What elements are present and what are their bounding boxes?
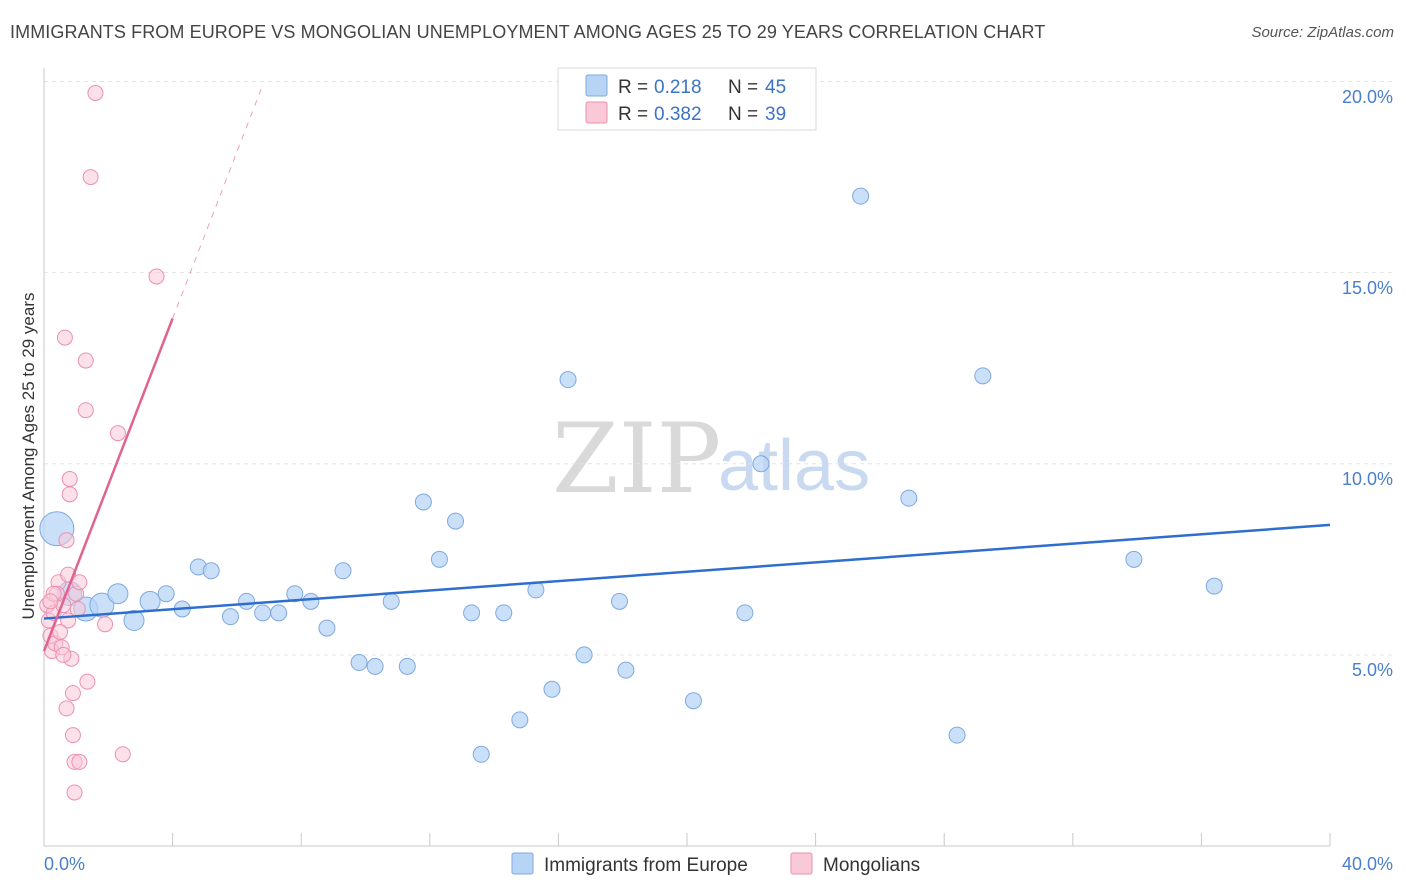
europe-point	[559, 371, 577, 389]
europe-point	[463, 604, 481, 622]
chart-title: IMMIGRANTS FROM EUROPE VS MONGOLIAN UNEM…	[10, 22, 1046, 42]
europe-point	[736, 604, 754, 622]
legend-europe-r: 0.218	[654, 77, 702, 98]
europe-point	[123, 609, 145, 631]
europe-point	[684, 692, 702, 710]
mongolians-point	[64, 685, 81, 702]
europe-point	[270, 604, 288, 622]
legend-n-label: N =	[728, 77, 758, 98]
legend-r-label: R =	[618, 77, 648, 98]
europe-point	[617, 661, 635, 679]
europe-point	[752, 455, 770, 473]
mongolians-point	[87, 84, 104, 101]
europe-point	[221, 608, 239, 626]
legend-mongolians-r: 0.382	[654, 104, 702, 125]
europe-point	[238, 592, 256, 610]
mongolians-trendline-extension	[172, 85, 264, 319]
mongolians-point	[42, 593, 59, 610]
bottom-legend: Immigrants from Europe Mongolians	[511, 852, 920, 876]
europe-trendline	[43, 523, 1331, 620]
mongolians-point	[77, 402, 94, 419]
mongolians-point	[79, 673, 96, 690]
mongolians-point	[77, 352, 94, 369]
trendlines	[42, 85, 1331, 652]
mongolians-point	[55, 646, 72, 663]
mongolians-point	[58, 532, 75, 549]
legend-swatch-mongolians	[585, 101, 608, 124]
europe-point	[107, 583, 129, 605]
bottom-legend-swatch-europe	[511, 852, 534, 875]
bottom-legend-europe: Immigrants from Europe	[544, 855, 748, 876]
mongolians-point	[109, 425, 126, 442]
legend-n-label: N =	[728, 104, 758, 125]
europe-point	[302, 592, 320, 610]
mongolians-point	[61, 471, 78, 488]
europe-point	[139, 590, 161, 612]
mongolians-point	[58, 700, 75, 717]
europe-point	[1205, 577, 1223, 595]
x-tick-label-max: 40.0%	[1342, 854, 1393, 874]
europe-point	[254, 604, 272, 622]
y-axis-label: Unemployment Among Ages 25 to 29 years	[19, 293, 38, 620]
mongolians-point	[97, 616, 114, 633]
mongolians-trendline	[42, 318, 174, 652]
legend-mongolians-n: 39	[765, 104, 786, 125]
source-label: Source: ZipAtlas.com	[1251, 24, 1394, 41]
europe-point	[447, 512, 465, 530]
y-tick-label: 20.0%	[1342, 87, 1393, 107]
bottom-legend-mongolians: Mongolians	[823, 855, 920, 876]
europe-point	[318, 619, 336, 637]
mongolians-point	[64, 727, 81, 744]
legend-box: R = 0.218 N = 45 R = 0.382 N = 39	[557, 67, 817, 131]
y-tick-label: 10.0%	[1342, 469, 1393, 489]
europe-point	[202, 562, 220, 580]
legend-swatch-europe	[585, 74, 608, 97]
europe-point	[974, 367, 992, 385]
europe-point	[948, 726, 966, 744]
mongolians-point	[69, 601, 86, 618]
y-tick-label: 15.0%	[1342, 278, 1393, 298]
europe-point	[610, 592, 628, 610]
europe-point	[511, 711, 529, 729]
europe-point	[414, 493, 432, 511]
europe-point	[286, 585, 304, 603]
mongolians-point	[56, 329, 73, 346]
mongolians-point	[66, 784, 83, 801]
bottom-legend-swatch-mongolians	[790, 852, 813, 875]
europe-point	[495, 604, 513, 622]
europe-point	[472, 745, 490, 763]
europe-point	[350, 654, 368, 672]
y-tick-labels: 5.0% 10.0% 15.0% 20.0%	[1342, 87, 1393, 680]
europe-point	[157, 585, 175, 603]
y-tick-label: 5.0%	[1352, 660, 1393, 680]
x-tick-marks	[172, 833, 1331, 846]
x-tick-label-min: 0.0%	[44, 854, 85, 874]
mongolians-point	[71, 574, 88, 591]
mongolians-point	[52, 623, 69, 640]
series-mongolians-points	[39, 84, 165, 801]
europe-point	[852, 187, 870, 205]
mongolians-point	[71, 753, 88, 770]
legend-europe-n: 45	[765, 77, 786, 98]
europe-point	[543, 680, 561, 698]
europe-point	[366, 657, 384, 675]
europe-point	[398, 657, 416, 675]
europe-point	[334, 562, 352, 580]
europe-point	[382, 592, 400, 610]
mongolians-point	[61, 486, 78, 503]
watermark-atlas: atlas	[718, 426, 870, 506]
watermark-zip: ZIP	[552, 403, 721, 515]
mongolians-point	[148, 268, 165, 285]
legend-r-label: R =	[618, 104, 648, 125]
europe-point	[575, 646, 593, 664]
europe-point	[1125, 550, 1143, 568]
europe-point	[900, 489, 918, 507]
europe-point	[430, 550, 448, 568]
mongolians-point	[82, 169, 99, 186]
mongolians-point	[114, 746, 131, 763]
